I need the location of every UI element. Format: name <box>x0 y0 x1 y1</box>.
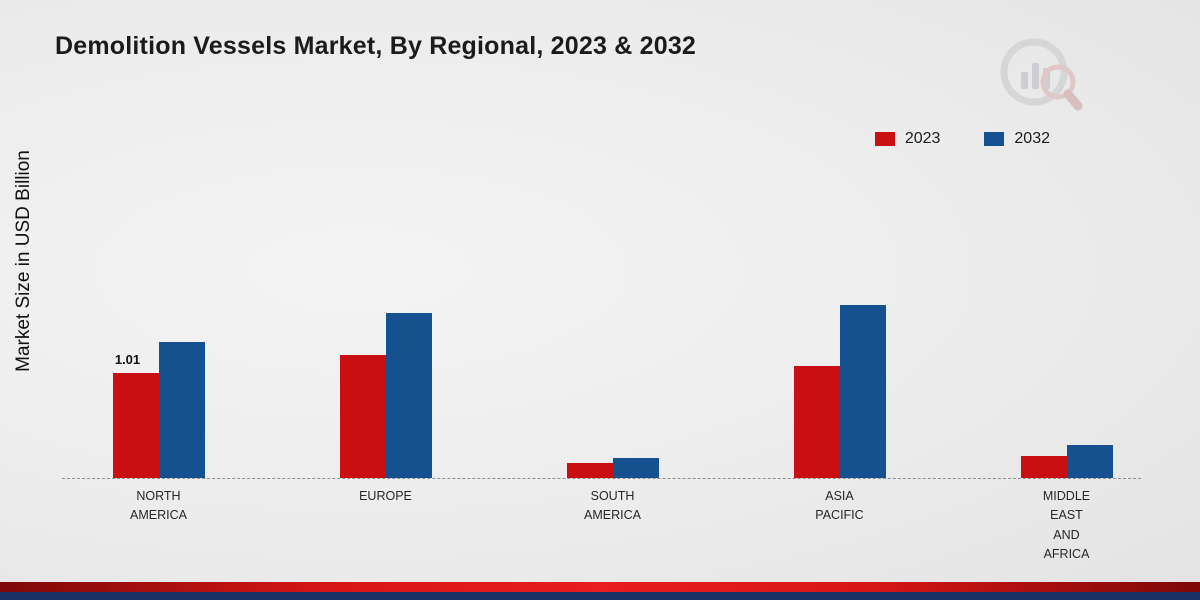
bar-group-middle-east-and-africa: MIDDLE EAST AND AFRICA <box>953 120 1180 565</box>
legend-swatch-2032 <box>984 132 1005 146</box>
category-label: ASIA PACIFIC <box>815 489 864 523</box>
legend-swatch-2023 <box>874 132 895 146</box>
category-label: MIDDLE EAST AND AFRICA <box>1042 489 1091 562</box>
bar-groups: 1.01 NORTH AMERICA EUROPE SOUTH AMERICA ASIA… <box>45 120 1180 565</box>
legend-label: 2023 <box>904 130 941 147</box>
footer-red-band <box>0 582 1200 592</box>
category-label: SOUTH AMERICA <box>584 489 641 523</box>
bar-group-south-america: SOUTH AMERICA <box>499 120 726 565</box>
bar-2032-asia-pacific <box>839 305 886 478</box>
bars <box>339 120 432 478</box>
bar-group-asia-pacific: ASIA PACIFIC <box>726 120 953 565</box>
category-label: NORTH AMERICA <box>130 489 187 523</box>
data-label: 1.01 <box>114 352 141 367</box>
bars <box>1020 120 1113 478</box>
zero-baseline <box>62 478 1141 479</box>
y-axis-label: Market Size in USD Billion <box>13 150 34 372</box>
bar-2023-asia-pacific <box>793 366 840 478</box>
legend-label: 2032 <box>1014 130 1050 147</box>
bars: 1.01 <box>112 120 205 478</box>
legend-item-2023: 2023 <box>874 130 941 148</box>
chart-magnifier-icon <box>1000 38 1083 111</box>
bar-2023-south-america <box>566 463 613 478</box>
bar-group-europe: EUROPE <box>272 120 499 565</box>
bar-2032-europe <box>385 313 432 478</box>
legend-item-2032: 2032 <box>984 130 1050 148</box>
bars <box>793 120 886 478</box>
page-title: Demolition Vessels Market, By Regional, … <box>55 32 697 60</box>
brand-logo <box>992 30 1088 125</box>
bar-chart: 1.01 NORTH AMERICA EUROPE SOUTH AMERICA ASIA… <box>45 120 1180 600</box>
legend: 2023 2032 <box>874 130 1050 148</box>
category-label: EUROPE <box>359 489 412 503</box>
footer-navy-band <box>0 592 1200 600</box>
bar-group-north-america: 1.01 NORTH AMERICA <box>45 120 272 565</box>
bar-2023-europe <box>339 355 386 478</box>
bar-2023-middle-east-and-africa <box>1020 456 1067 478</box>
bar-2032-north-america <box>158 342 205 478</box>
bars <box>566 120 659 478</box>
bar-2032-south-america <box>612 458 659 478</box>
bar-2023-north-america: 1.01 <box>112 352 159 478</box>
bar-2032-middle-east-and-africa <box>1066 445 1113 478</box>
